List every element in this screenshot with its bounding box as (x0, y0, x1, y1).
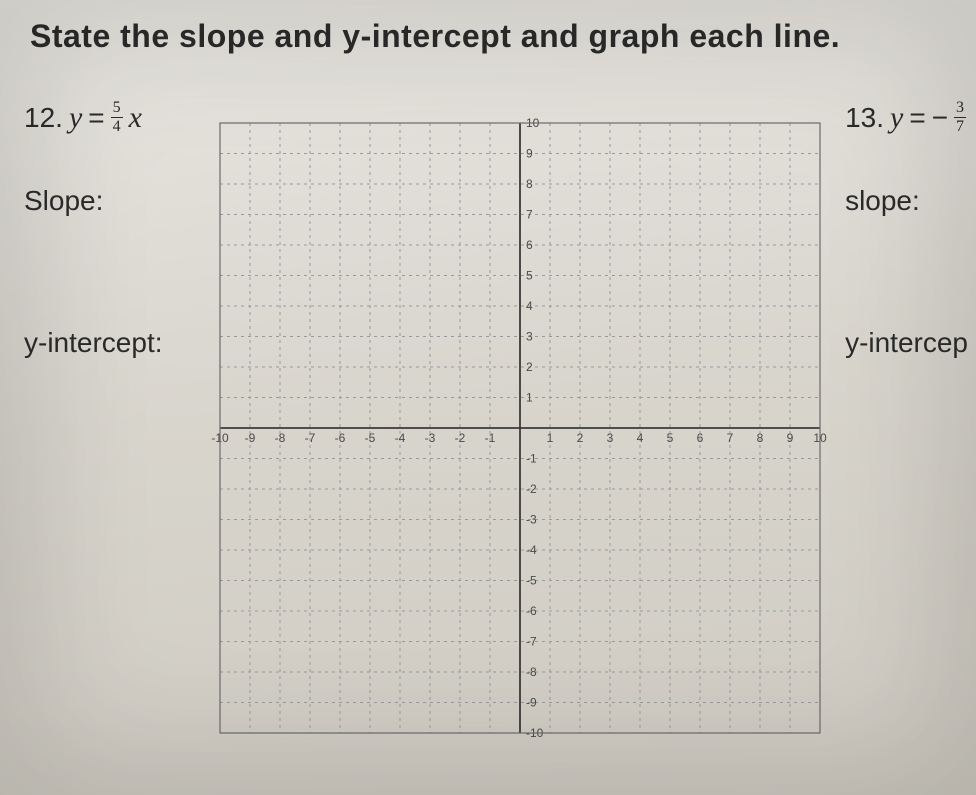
svg-text:9: 9 (526, 147, 533, 161)
equals-sign: = (909, 102, 925, 134)
problem-12: 12. y = 5 4 x Slope: y-intercept: (24, 100, 163, 359)
yintercept-label-left: y-intercept: (24, 327, 163, 359)
page-heading: State the slope and y-intercept and grap… (30, 18, 840, 55)
svg-text:-9: -9 (245, 431, 256, 445)
svg-text:-4: -4 (395, 431, 406, 445)
problem-number: 13. (845, 102, 884, 134)
svg-text:4: 4 (526, 299, 533, 313)
slope-label-right: slope: (845, 185, 968, 217)
svg-text:-2: -2 (455, 431, 466, 445)
svg-text:9: 9 (787, 431, 794, 445)
grid-svg: 12345678910-1-2-3-4-5-6-7-8-9-10-1-2-3-4… (205, 108, 835, 748)
svg-text:-1: -1 (526, 452, 537, 466)
equation-13: 13. y = − 3 7 (845, 100, 968, 135)
svg-text:1: 1 (526, 391, 533, 405)
svg-text:-5: -5 (365, 431, 376, 445)
denominator: 4 (111, 117, 123, 135)
svg-text:7: 7 (526, 208, 533, 222)
svg-text:7: 7 (727, 431, 734, 445)
svg-text:-8: -8 (526, 665, 537, 679)
problem-number: 12. (24, 102, 63, 134)
svg-text:5: 5 (526, 269, 533, 283)
svg-text:6: 6 (526, 238, 533, 252)
fraction-right: 3 7 (954, 100, 966, 135)
var-y: y (69, 101, 82, 135)
svg-text:4: 4 (637, 431, 644, 445)
numerator: 3 (954, 100, 966, 117)
svg-text:-8: -8 (275, 431, 286, 445)
coordinate-grid: 12345678910-1-2-3-4-5-6-7-8-9-10-1-2-3-4… (205, 108, 835, 748)
equation-12: 12. y = 5 4 x (24, 100, 163, 135)
denominator: 7 (954, 117, 966, 135)
var-y: y (890, 101, 903, 135)
svg-text:3: 3 (607, 431, 614, 445)
svg-text:-6: -6 (335, 431, 346, 445)
svg-text:2: 2 (577, 431, 584, 445)
equals-sign: = (88, 102, 104, 134)
svg-text:-9: -9 (526, 696, 537, 710)
problem-13: 13. y = − 3 7 slope: y-intercep (845, 100, 968, 359)
svg-text:8: 8 (526, 177, 533, 191)
svg-text:5: 5 (667, 431, 674, 445)
svg-text:1: 1 (547, 431, 554, 445)
svg-text:3: 3 (526, 330, 533, 344)
fraction-5-4: 5 4 (111, 100, 123, 135)
slope-label-left: Slope: (24, 185, 163, 217)
svg-text:-5: -5 (526, 574, 537, 588)
var-x: x (129, 101, 142, 135)
svg-text:-3: -3 (425, 431, 436, 445)
svg-text:6: 6 (697, 431, 704, 445)
svg-text:-6: -6 (526, 604, 537, 618)
svg-text:-2: -2 (526, 482, 537, 496)
numerator: 5 (111, 100, 123, 117)
svg-text:-1: -1 (485, 431, 496, 445)
svg-text:-4: -4 (526, 543, 537, 557)
minus-sign: − (932, 102, 948, 134)
svg-text:-7: -7 (305, 431, 316, 445)
svg-text:-3: -3 (526, 513, 537, 527)
yintercept-label-right: y-intercep (845, 327, 968, 359)
svg-text:-7: -7 (526, 635, 537, 649)
svg-text:2: 2 (526, 360, 533, 374)
svg-text:8: 8 (757, 431, 764, 445)
